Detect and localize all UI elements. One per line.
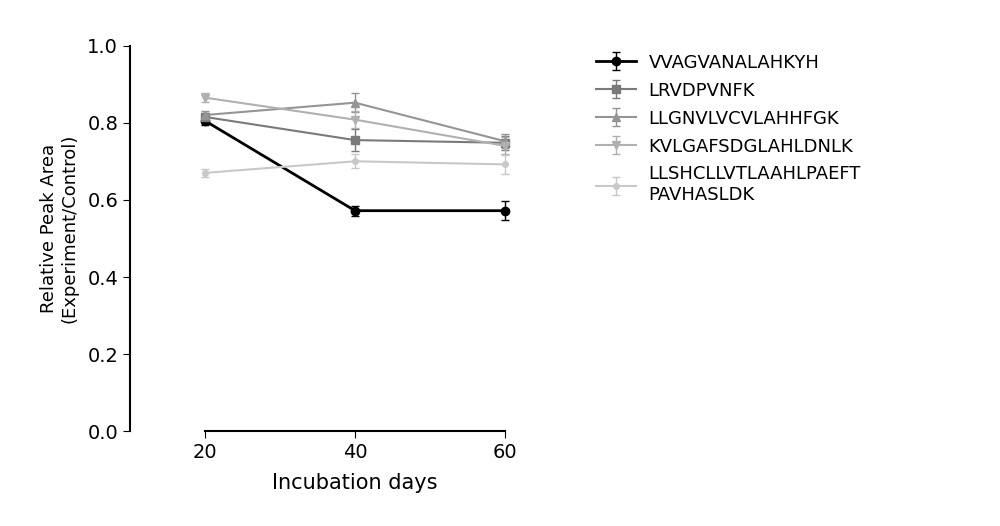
Y-axis label: Relative Peak Area
(Experiment/Control): Relative Peak Area (Experiment/Control) (40, 134, 79, 323)
X-axis label: Incubation days: Incubation days (272, 473, 438, 493)
Legend: VVAGVANALAHKYH, LRVDPVNFK, LLGNVLVCVLAHHFGK, KVLGAFSDGLAHLDNLK, LLSHCLLVTLAAHLPA: VVAGVANALAHKYH, LRVDPVNFK, LLGNVLVCVLAHH… (589, 47, 868, 211)
